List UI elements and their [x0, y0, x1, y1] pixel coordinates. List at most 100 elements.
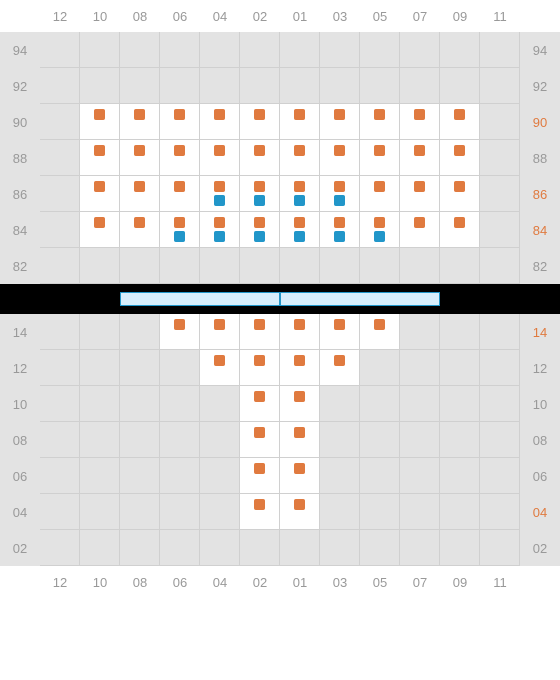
- seat-cell[interactable]: [280, 494, 320, 530]
- marker-blue: [294, 231, 305, 242]
- seat-cell[interactable]: [240, 140, 280, 176]
- seat-cell: [280, 68, 320, 104]
- seat-cell[interactable]: [240, 494, 280, 530]
- seat-cell[interactable]: [240, 458, 280, 494]
- seat-cell: [360, 248, 400, 284]
- column-label: 08: [120, 575, 160, 590]
- seat-cell: [120, 68, 160, 104]
- seat-cell[interactable]: [280, 350, 320, 386]
- seat-cell: [160, 350, 200, 386]
- seat-cell[interactable]: [200, 350, 240, 386]
- marker-orange: [334, 145, 345, 156]
- column-label: 12: [40, 575, 80, 590]
- seat-cell[interactable]: [160, 212, 200, 248]
- seat-cell: [40, 176, 80, 212]
- seat-cell[interactable]: [360, 176, 400, 212]
- seat-cell[interactable]: [120, 140, 160, 176]
- seat-cell[interactable]: [280, 212, 320, 248]
- seat-cell[interactable]: [440, 104, 480, 140]
- seat-cell[interactable]: [160, 314, 200, 350]
- seat-cell[interactable]: [280, 458, 320, 494]
- seat-cell[interactable]: [440, 176, 480, 212]
- seat-cell[interactable]: [240, 104, 280, 140]
- seat-cell[interactable]: [240, 314, 280, 350]
- seat-cell[interactable]: [240, 350, 280, 386]
- marker-orange: [254, 463, 265, 474]
- seat-cell[interactable]: [360, 314, 400, 350]
- marker-orange: [334, 355, 345, 366]
- seat-cell[interactable]: [160, 140, 200, 176]
- seat-cell: [480, 212, 520, 248]
- seat-cell[interactable]: [200, 176, 240, 212]
- seat-cell[interactable]: [400, 140, 440, 176]
- seat-cell: [320, 458, 360, 494]
- seat-cell[interactable]: [200, 104, 240, 140]
- seat-cell[interactable]: [440, 140, 480, 176]
- seat-cell[interactable]: [160, 104, 200, 140]
- marker-orange: [374, 217, 385, 228]
- seat-cell[interactable]: [280, 176, 320, 212]
- seat-cell: [80, 314, 120, 350]
- seat-cell[interactable]: [320, 350, 360, 386]
- column-label: 01: [280, 9, 320, 24]
- seat-cell: [400, 32, 440, 68]
- seat-cell[interactable]: [200, 314, 240, 350]
- seat-cell[interactable]: [120, 212, 160, 248]
- seat-cell[interactable]: [360, 104, 400, 140]
- seat-cell[interactable]: [120, 104, 160, 140]
- marker-orange: [94, 145, 105, 156]
- seat-cell[interactable]: [240, 176, 280, 212]
- seat-cell[interactable]: [160, 176, 200, 212]
- marker-orange: [254, 391, 265, 402]
- seat-cell: [480, 494, 520, 530]
- marker-orange: [294, 217, 305, 228]
- marker-orange: [174, 217, 185, 228]
- seat-cell[interactable]: [280, 422, 320, 458]
- seat-cell[interactable]: [200, 140, 240, 176]
- seat-cell: [480, 32, 520, 68]
- marker-orange: [334, 319, 345, 330]
- seat-cell[interactable]: [200, 212, 240, 248]
- seat-cell[interactable]: [280, 140, 320, 176]
- seat-cell[interactable]: [80, 104, 120, 140]
- seat-cell[interactable]: [400, 104, 440, 140]
- column-label: 11: [480, 9, 520, 24]
- seat-cell[interactable]: [360, 140, 400, 176]
- seat-cell: [240, 68, 280, 104]
- seat-cell[interactable]: [240, 422, 280, 458]
- seat-cell: [440, 386, 480, 422]
- seat-cell: [40, 140, 80, 176]
- grid-row: 9090: [0, 104, 560, 140]
- column-label: 09: [440, 575, 480, 590]
- seat-cell[interactable]: [320, 314, 360, 350]
- column-labels-bottom: 121008060402010305070911: [0, 566, 560, 598]
- seat-cell[interactable]: [320, 176, 360, 212]
- marker-orange: [254, 181, 265, 192]
- seat-cell[interactable]: [440, 212, 480, 248]
- marker-orange: [294, 391, 305, 402]
- seat-cell[interactable]: [280, 386, 320, 422]
- seat-cell[interactable]: [240, 386, 280, 422]
- seat-cell[interactable]: [120, 176, 160, 212]
- seat-cell[interactable]: [280, 104, 320, 140]
- seat-cell[interactable]: [400, 212, 440, 248]
- seat-cell: [120, 494, 160, 530]
- column-label: 12: [40, 9, 80, 24]
- seat-cell[interactable]: [320, 212, 360, 248]
- seat-cell[interactable]: [360, 212, 400, 248]
- grid-row: 1010: [0, 386, 560, 422]
- seat-cell[interactable]: [80, 212, 120, 248]
- row-label-right: 10: [520, 386, 560, 422]
- seat-cell[interactable]: [400, 176, 440, 212]
- seat-cell[interactable]: [80, 140, 120, 176]
- column-label: 04: [200, 575, 240, 590]
- marker-orange: [254, 427, 265, 438]
- seat-cell[interactable]: [280, 314, 320, 350]
- seat-cell: [440, 494, 480, 530]
- seat-cell[interactable]: [240, 212, 280, 248]
- seat-cell[interactable]: [320, 104, 360, 140]
- seat-cell[interactable]: [80, 176, 120, 212]
- row-label-right: 94: [520, 32, 560, 68]
- seat-cell[interactable]: [320, 140, 360, 176]
- seat-cell: [40, 104, 80, 140]
